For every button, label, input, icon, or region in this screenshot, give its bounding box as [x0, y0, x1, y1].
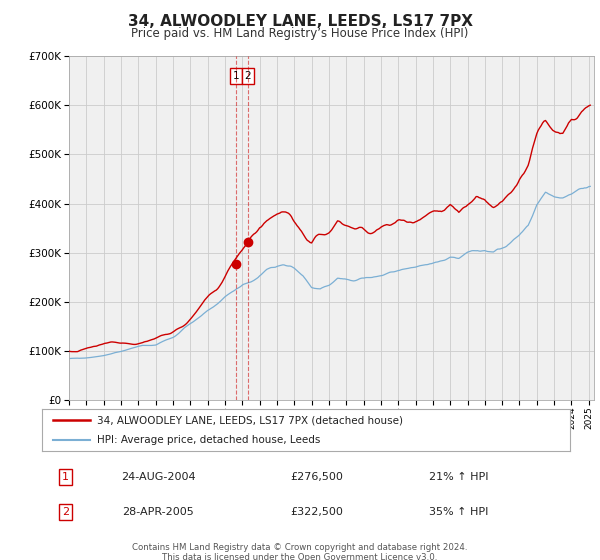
Text: 2: 2 — [62, 507, 70, 517]
Text: 35% ↑ HPI: 35% ↑ HPI — [430, 507, 489, 517]
Text: 34, ALWOODLEY LANE, LEEDS, LS17 7PX (detached house): 34, ALWOODLEY LANE, LEEDS, LS17 7PX (det… — [97, 415, 403, 425]
Text: 21% ↑ HPI: 21% ↑ HPI — [430, 472, 489, 482]
Text: Contains HM Land Registry data © Crown copyright and database right 2024.: Contains HM Land Registry data © Crown c… — [132, 543, 468, 552]
Text: 24-AUG-2004: 24-AUG-2004 — [121, 472, 196, 482]
Text: £322,500: £322,500 — [290, 507, 343, 517]
Text: 28-APR-2005: 28-APR-2005 — [122, 507, 194, 517]
Text: HPI: Average price, detached house, Leeds: HPI: Average price, detached house, Leed… — [97, 435, 321, 445]
Text: 34, ALWOODLEY LANE, LEEDS, LS17 7PX: 34, ALWOODLEY LANE, LEEDS, LS17 7PX — [128, 14, 473, 29]
Text: £276,500: £276,500 — [290, 472, 343, 482]
Text: 1: 1 — [233, 71, 239, 81]
Text: 1: 1 — [62, 472, 69, 482]
Text: Price paid vs. HM Land Registry’s House Price Index (HPI): Price paid vs. HM Land Registry’s House … — [131, 27, 469, 40]
Text: This data is licensed under the Open Government Licence v3.0.: This data is licensed under the Open Gov… — [163, 553, 437, 560]
Text: 2: 2 — [245, 71, 251, 81]
